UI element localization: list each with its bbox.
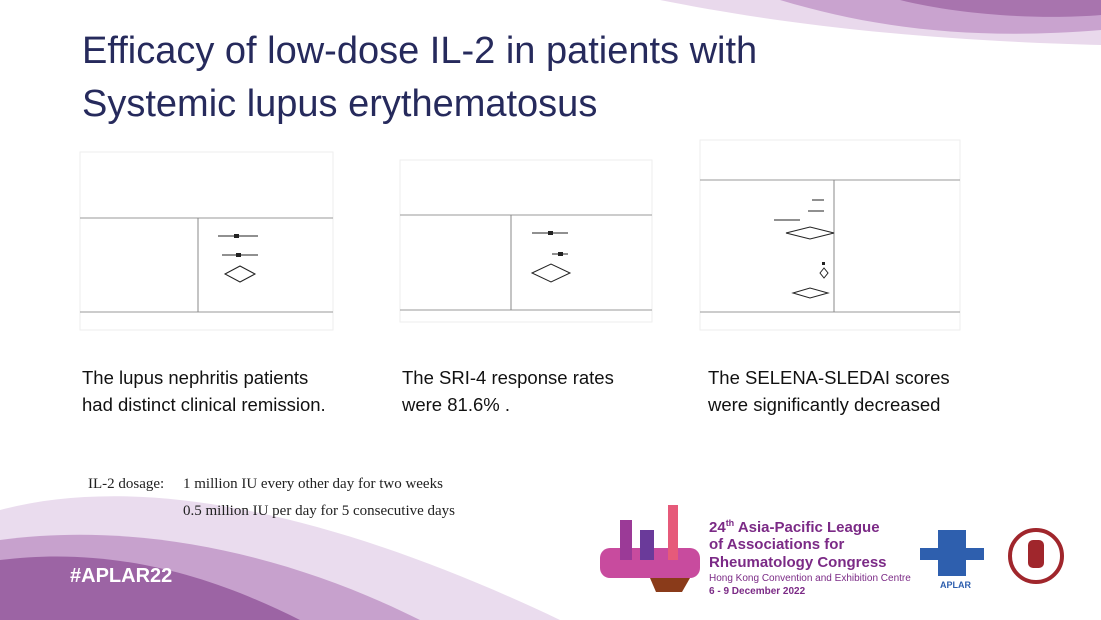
caption: were significantly decreased (708, 394, 941, 415)
dates: 6 - 9 December 2022 (709, 586, 806, 597)
dosage-line: 1 million IU every other day for two wee… (183, 476, 443, 492)
caption: had distinct clinical remission. (82, 394, 326, 415)
caption: were 81.6% . (402, 394, 510, 415)
title-line: Systemic lupus erythematosus (82, 83, 598, 125)
title-line: Efficacy of low-dose IL-2 in patients wi… (82, 30, 758, 72)
dosage-line: 0.5 million IU per day for 5 consecutive… (183, 503, 456, 519)
caption: The SRI-4 response rates (402, 367, 614, 388)
congress-line: Rheumatology Congress (709, 554, 887, 571)
venue: Hong Kong Convention and Exhibition Cent… (709, 573, 911, 584)
hashtag: #APLAR22 (70, 565, 173, 587)
edition-suffix: th (725, 518, 735, 528)
congress-line: Asia-Pacific League (737, 519, 880, 536)
caption: The SELENA-SLEDAI scores (708, 367, 950, 388)
edition: 24 (709, 519, 726, 536)
logo-text: APLAR (940, 580, 971, 590)
congress-line: of Associations for (709, 536, 845, 553)
caption: The lupus nephritis patients (82, 367, 309, 388)
dosage-label: IL-2 dosage: (88, 476, 165, 492)
